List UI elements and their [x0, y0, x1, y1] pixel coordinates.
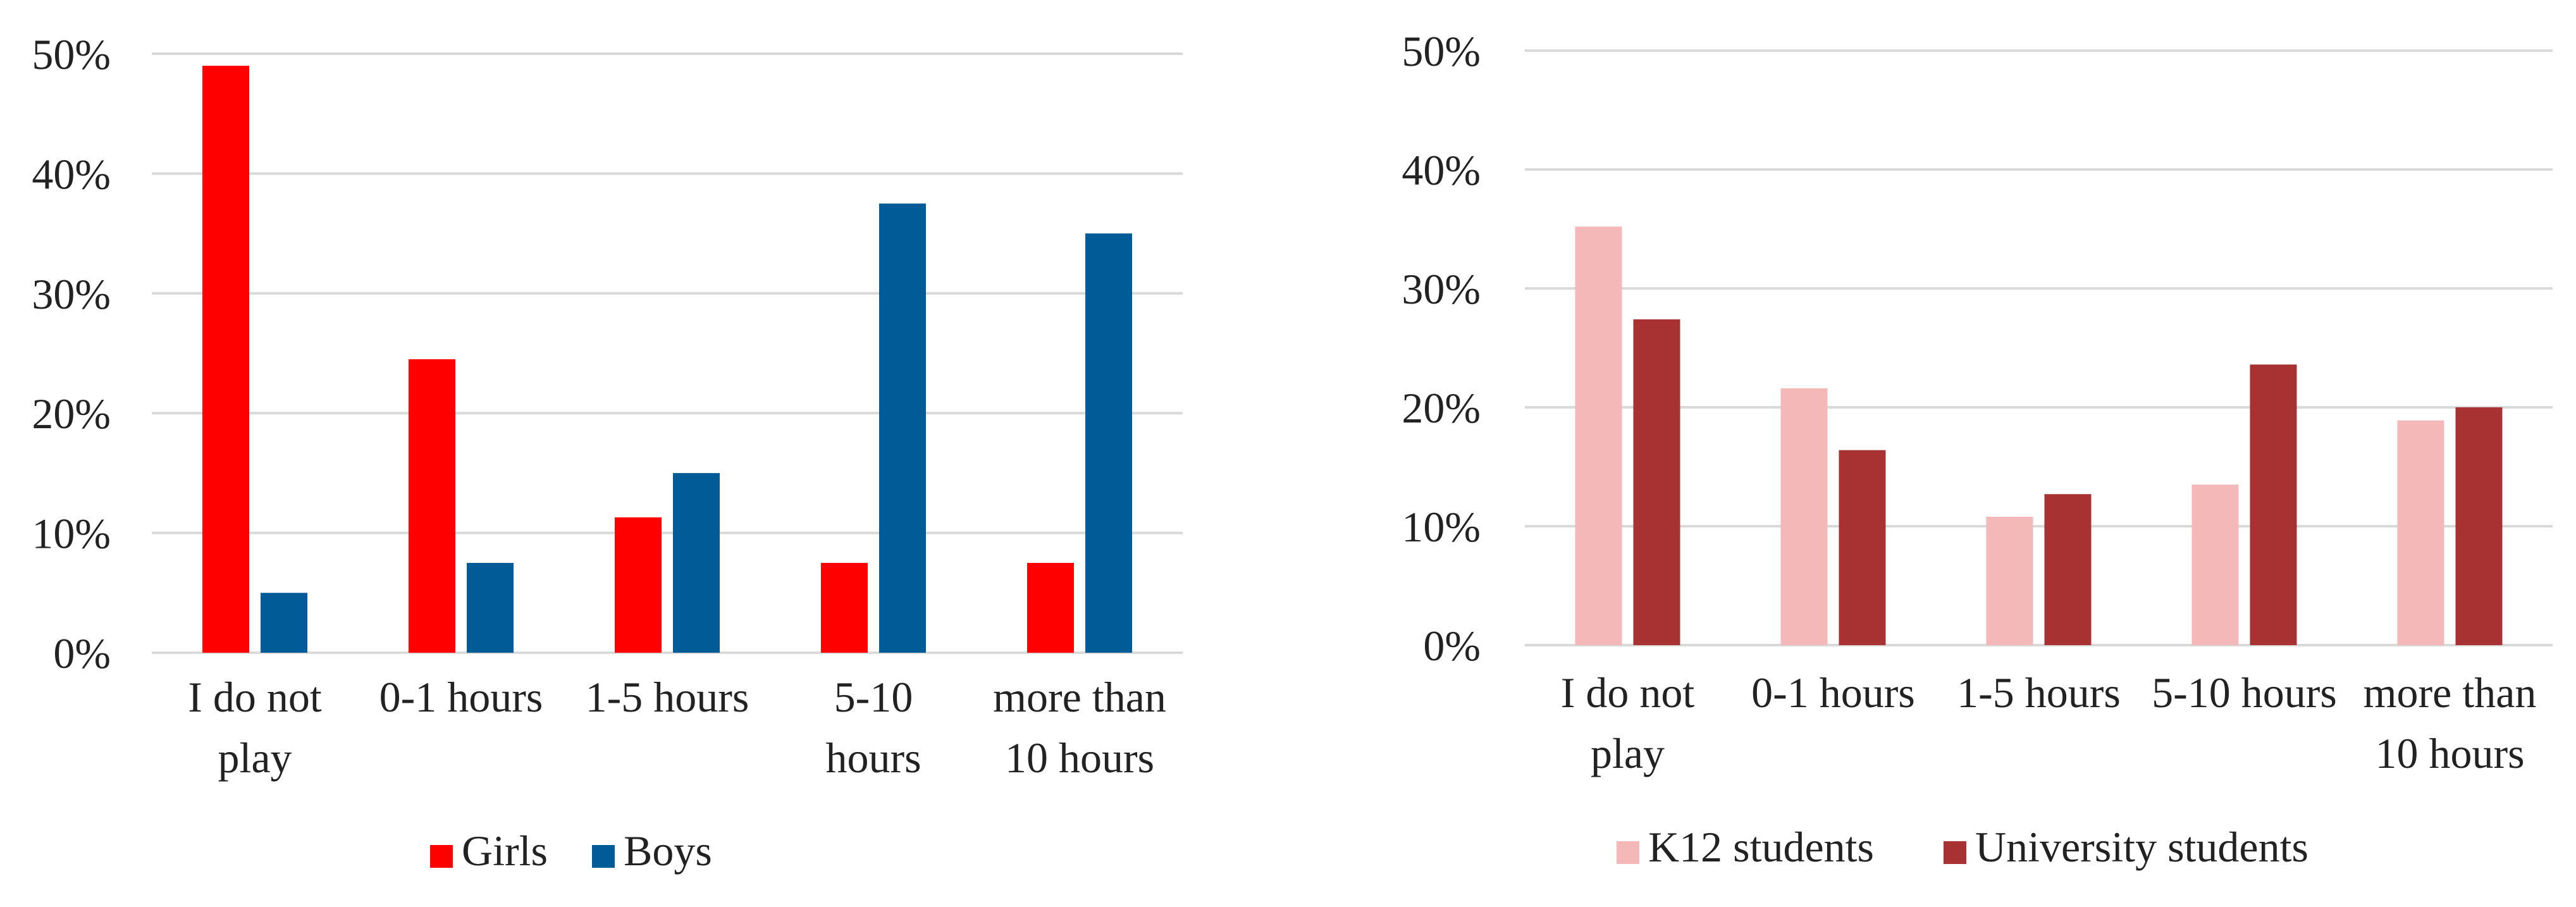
x-category-label: play	[218, 734, 292, 782]
bar-university-students	[2044, 494, 2092, 645]
y-tick-label: 30%	[1402, 265, 1481, 313]
bar-girls	[615, 517, 662, 653]
x-category-label: more than	[993, 673, 1166, 721]
bar-university-students	[2455, 407, 2503, 645]
y-tick-label: 10%	[1402, 503, 1481, 551]
bar-university-students	[1633, 319, 1680, 645]
x-category-label: 1-5 hours	[1957, 669, 2121, 717]
chart-gender-hours: 0% 10% 20% 30% 40% 50% I do not play 0-1 hours 1-…	[32, 30, 1183, 875]
x-category-label: 10 hours	[2375, 729, 2524, 777]
y-tick-label: 40%	[32, 150, 111, 198]
x-category-label: 0-1 hours	[379, 673, 543, 721]
legend-label: University students	[1975, 823, 2308, 871]
x-category-label: I do not	[188, 673, 322, 721]
bar-girls	[409, 359, 455, 653]
legend-swatch	[592, 845, 615, 868]
y-tick-label: 30%	[32, 270, 111, 318]
bar-girls	[202, 65, 249, 653]
bar-girls	[1027, 562, 1074, 653]
bar-k12-students	[1575, 226, 1622, 645]
legend-swatch	[1944, 841, 1966, 864]
bar-k12-students	[2191, 484, 2239, 645]
legend-swatch	[1617, 841, 1639, 864]
bar-boys	[879, 203, 926, 653]
legend-label: Boys	[624, 827, 712, 875]
x-category-label: play	[1591, 729, 1665, 777]
x-category-label: I do not	[1561, 669, 1695, 717]
bar-boys	[673, 472, 720, 653]
x-category-label: hours	[825, 734, 921, 782]
bar-girls	[821, 562, 868, 653]
y-tick-label: 20%	[32, 390, 111, 438]
legend-label: K12 students	[1648, 823, 1874, 871]
y-tick-label: 40%	[1402, 146, 1481, 194]
x-category-label: 1-5 hours	[586, 673, 749, 721]
bar-university-students	[2250, 364, 2297, 645]
legend-swatch	[430, 845, 453, 868]
y-tick-label: 0%	[53, 629, 111, 677]
y-tick-label: 0%	[1423, 622, 1481, 670]
bar-boys	[261, 593, 307, 653]
bar-boys	[467, 562, 514, 653]
x-category-label: 5-10 hours	[2152, 669, 2337, 717]
y-tick-label: 50%	[1402, 27, 1481, 75]
bar-university-students	[1839, 450, 1886, 645]
bar-k12-students	[1986, 516, 2033, 645]
y-tick-label: 20%	[1402, 384, 1481, 432]
y-tick-label: 50%	[32, 30, 111, 78]
x-category-label: 5-10	[834, 673, 913, 721]
y-tick-label: 10%	[32, 510, 111, 558]
x-category-label: more than	[2363, 669, 2537, 717]
chart-education-hours: 0% 10% 20% 30% 40% 50% I do not play 0-1 hours 1-…	[1402, 27, 2553, 871]
x-category-label: 10 hours	[1005, 734, 1154, 782]
x-category-label: 0-1 hours	[1751, 669, 1915, 717]
bar-boys	[1085, 233, 1132, 653]
bar-k12-students	[1780, 388, 1828, 645]
legend-label: Girls	[462, 827, 548, 875]
bar-k12-students	[2397, 420, 2444, 645]
